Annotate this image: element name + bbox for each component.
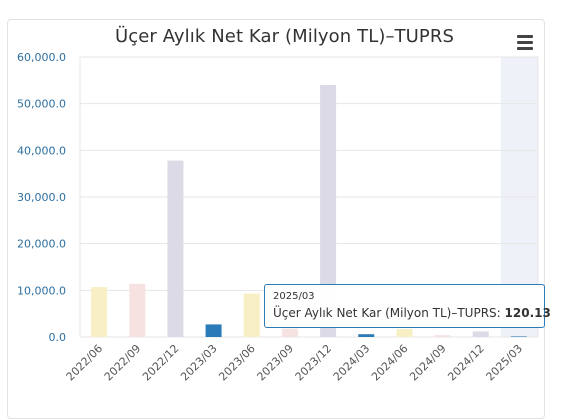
bar-chart: 60,000.0 50,000.0 40,000.0 30,000.0 20,000.0… bbox=[17, 51, 539, 384]
tooltip-series-label: Üçer Aylık Net Kar (Milyon TL)–TUPRS: bbox=[273, 306, 501, 320]
tooltip-date: 2025/03 bbox=[273, 291, 315, 302]
bar bbox=[129, 283, 146, 337]
hamburger-menu-icon[interactable] bbox=[514, 33, 536, 51]
tooltip-value: 120.13 bbox=[504, 306, 551, 320]
bar bbox=[91, 287, 108, 337]
bar bbox=[472, 331, 489, 337]
x-tick-label: 2024/09 bbox=[407, 342, 449, 384]
bar bbox=[167, 160, 184, 337]
bar bbox=[205, 324, 222, 337]
x-tick-label: 2022/09 bbox=[102, 342, 144, 384]
y-tick-label: 50,000.0 bbox=[17, 98, 66, 111]
y-tick-label: 0.0 bbox=[49, 331, 67, 344]
x-tick-label: 2024/06 bbox=[369, 342, 411, 384]
y-tick-label: 30,000.0 bbox=[17, 191, 66, 204]
chart-title: Üçer Aylık Net Kar (Milyon TL)–TUPRS bbox=[114, 26, 455, 47]
chart-card bbox=[7, 19, 545, 419]
bar bbox=[320, 85, 337, 337]
x-tick-label: 2023/12 bbox=[293, 342, 335, 384]
x-tick-label: 2022/06 bbox=[64, 342, 106, 384]
x-tick-label: 2024/03 bbox=[331, 342, 373, 384]
x-tick-label: 2023/09 bbox=[255, 342, 297, 384]
x-tick-label: 2022/12 bbox=[140, 342, 182, 384]
x-tick-label: 2023/03 bbox=[178, 342, 220, 384]
bar bbox=[510, 336, 527, 337]
y-tick-label: 60,000.0 bbox=[17, 51, 66, 64]
chart-tooltip: 2025/03 Üçer Aylık Net Kar (Milyon TL)–T… bbox=[264, 284, 551, 328]
y-tick-label: 10,000.0 bbox=[17, 284, 66, 297]
y-tick-label: 40,000.0 bbox=[17, 144, 66, 157]
bar bbox=[396, 329, 413, 337]
bar bbox=[434, 335, 451, 337]
bar bbox=[281, 328, 298, 337]
x-tick-label: 2025/03 bbox=[484, 342, 526, 384]
x-tick-label: 2024/12 bbox=[445, 342, 487, 384]
x-tick-label: 2023/06 bbox=[216, 342, 258, 384]
bar bbox=[358, 334, 375, 337]
y-tick-label: 20,000.0 bbox=[17, 238, 66, 251]
tooltip-line: Üçer Aylık Net Kar (Milyon TL)–TUPRS: 12… bbox=[273, 304, 551, 322]
bar bbox=[243, 293, 260, 337]
